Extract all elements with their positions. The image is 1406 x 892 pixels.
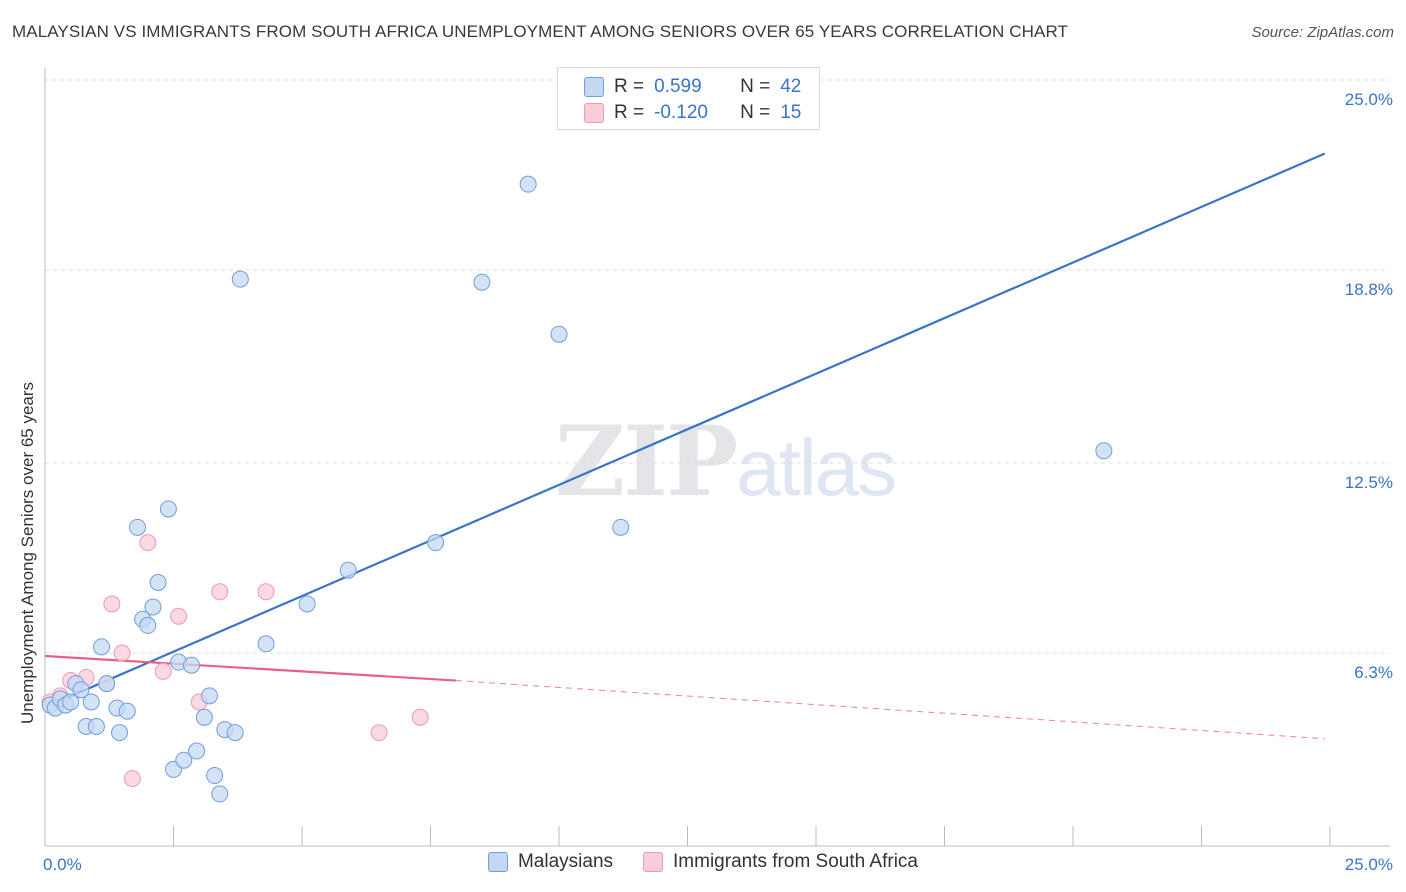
series-swatch-pink bbox=[643, 852, 664, 872]
malaysian-point bbox=[188, 742, 206, 760]
legend-swatch-blue bbox=[584, 77, 604, 97]
y-axis-label: Unemployment Among Seniors over 65 years bbox=[18, 382, 37, 724]
south-africa-point bbox=[103, 595, 121, 613]
y-tick-label: 25.0% bbox=[1345, 90, 1393, 109]
malaysian-point bbox=[206, 767, 224, 785]
malaysian-point bbox=[257, 635, 275, 653]
south-africa-point bbox=[211, 583, 229, 601]
watermark-zip: ZIP bbox=[555, 405, 738, 518]
legend-r-label: R = bbox=[614, 76, 645, 97]
malaysian-point bbox=[62, 693, 80, 711]
malaysian-point bbox=[231, 270, 249, 288]
malaysian-point bbox=[298, 595, 316, 613]
malaysian-point bbox=[111, 724, 129, 742]
chart-title: MALAYSIAN VS IMMIGRANTS FROM SOUTH AFRIC… bbox=[12, 22, 1068, 41]
legend-r-label: R = bbox=[614, 102, 645, 123]
x-tick-label-min: 0.0% bbox=[43, 855, 82, 874]
malaysian-point bbox=[339, 561, 357, 579]
malaysian-point bbox=[211, 785, 229, 803]
watermark-atlas: atlas bbox=[736, 423, 897, 512]
correlation-legend: R = 0.599 N = 42 R = -0.120 N = 15 bbox=[557, 67, 820, 130]
y-tick-label: 12.5% bbox=[1345, 473, 1393, 492]
malaysian-point bbox=[200, 687, 218, 705]
series-legend-label: Malaysians bbox=[517, 851, 614, 872]
malaysian-point bbox=[144, 598, 162, 616]
south-africa-point bbox=[123, 770, 141, 788]
malaysian-point bbox=[149, 573, 167, 591]
legend-n-value: 42 bbox=[780, 76, 802, 97]
point-layer bbox=[41, 175, 1113, 803]
series-swatch-blue bbox=[487, 852, 508, 872]
south-africa-point bbox=[411, 708, 429, 726]
legend-row-south-africa: R = -0.120 N = 15 bbox=[584, 100, 801, 126]
malaysian-trend-line bbox=[49, 152, 1326, 707]
malaysian-point bbox=[98, 675, 116, 693]
malaysian-point bbox=[226, 724, 244, 742]
malaysian-point bbox=[1095, 442, 1113, 460]
legend-row-malaysians: R = 0.599 N = 42 bbox=[584, 74, 801, 100]
trend-layer bbox=[44, 152, 1326, 740]
malaysian-point bbox=[82, 693, 100, 711]
malaysian-point bbox=[139, 616, 157, 634]
legend-n-label: N = bbox=[740, 76, 771, 97]
axis-layer bbox=[44, 68, 1390, 847]
south-africa-point bbox=[139, 534, 157, 552]
malaysian-point bbox=[159, 500, 177, 518]
malaysian-point bbox=[87, 718, 105, 736]
south-africa-trend-line bbox=[44, 654, 457, 682]
south-africa-point bbox=[170, 607, 188, 625]
series-legend-label: Immigrants from South Africa bbox=[673, 851, 918, 872]
legend-swatch-pink bbox=[584, 103, 604, 123]
malaysian-point bbox=[550, 325, 568, 343]
south-africa-point bbox=[113, 644, 131, 662]
series-legend: Malaysians Immigrants from South Africa bbox=[0, 851, 1406, 873]
malaysian-point bbox=[612, 518, 630, 536]
label-layer: 6.3% 12.5% 18.8% 25.0% 0.0% 25.0% Unemployment… bbox=[18, 90, 1393, 874]
south-africa-point bbox=[370, 724, 388, 742]
series-legend-south-africa: Immigrants from South Africa bbox=[643, 851, 918, 873]
malaysian-point bbox=[473, 273, 491, 291]
malaysian-point bbox=[72, 681, 90, 699]
legend-r-value: 0.599 bbox=[654, 76, 702, 97]
y-tick-label: 18.8% bbox=[1345, 280, 1393, 299]
south-africa-point bbox=[154, 662, 172, 680]
malaysian-point bbox=[519, 175, 537, 193]
legend-n-value: 15 bbox=[780, 102, 802, 123]
malaysian-point bbox=[93, 638, 111, 656]
malaysian-point bbox=[427, 534, 445, 552]
x-tick-label-max: 25.0% bbox=[1345, 855, 1393, 874]
malaysian-point bbox=[129, 518, 147, 536]
south-africa-point bbox=[257, 583, 275, 601]
legend-n-label: N = bbox=[740, 102, 771, 123]
malaysian-point bbox=[175, 751, 193, 769]
watermark: ZIPatlas bbox=[555, 405, 897, 518]
y-tick-label: 6.3% bbox=[1354, 663, 1393, 682]
south-africa-trend-extension bbox=[456, 680, 1325, 740]
malaysian-point bbox=[182, 656, 200, 674]
malaysian-point bbox=[195, 708, 213, 726]
legend-r-value: -0.120 bbox=[654, 102, 708, 123]
series-legend-malaysians: Malaysians bbox=[487, 851, 614, 873]
grid-layer bbox=[45, 79, 1390, 654]
malaysian-point bbox=[118, 702, 136, 720]
chart-source: Source: ZipAtlas.com bbox=[1251, 24, 1394, 41]
